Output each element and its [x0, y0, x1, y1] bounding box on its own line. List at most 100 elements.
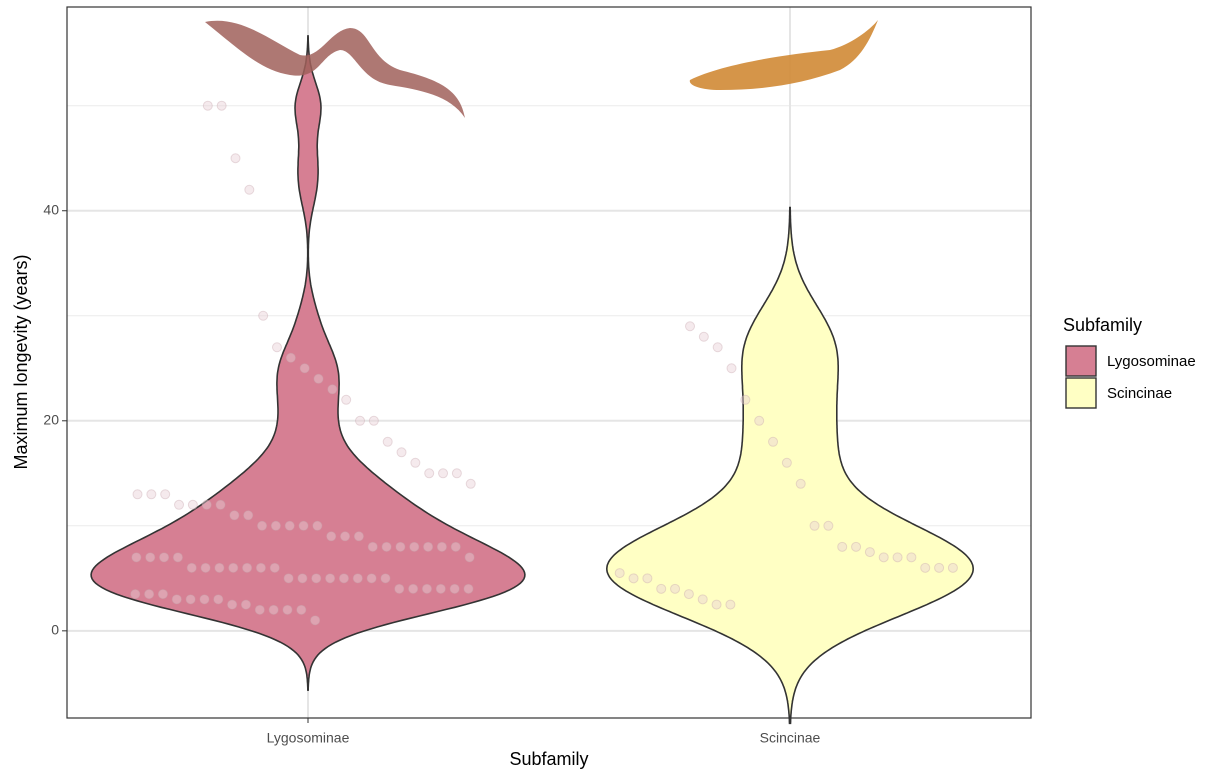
point: [656, 583, 667, 594]
point: [296, 604, 307, 615]
point: [424, 468, 435, 479]
point: [172, 552, 183, 563]
point: [381, 541, 392, 552]
point: [670, 583, 681, 594]
point: [187, 499, 198, 510]
point: [352, 573, 363, 584]
point: [628, 573, 639, 584]
point: [132, 489, 143, 500]
point: [947, 562, 958, 573]
point: [242, 562, 253, 573]
point: [228, 562, 239, 573]
point: [754, 415, 765, 426]
legend-title: Subfamily: [1063, 315, 1142, 335]
point: [795, 478, 806, 489]
point: [200, 562, 211, 573]
point: [174, 499, 185, 510]
legend-label: Scincinae: [1107, 385, 1172, 402]
point: [449, 583, 460, 594]
point: [837, 541, 848, 552]
x-axis-label: Subfamily: [509, 749, 588, 769]
point: [395, 541, 406, 552]
point: [685, 321, 696, 332]
point: [864, 547, 875, 558]
point: [268, 604, 279, 615]
point: [823, 520, 834, 531]
point: [698, 331, 709, 342]
point: [215, 499, 226, 510]
point: [451, 468, 462, 479]
point: [202, 100, 213, 111]
point: [214, 562, 225, 573]
point: [421, 583, 432, 594]
point: [712, 342, 723, 353]
lizard-image: [689, 20, 878, 90]
point: [299, 363, 310, 374]
panel-border: [66, 6, 1032, 719]
point: [213, 594, 224, 605]
point: [298, 520, 309, 531]
point: [878, 552, 889, 563]
point: [410, 457, 421, 468]
point: [725, 599, 736, 610]
point: [270, 520, 281, 531]
point: [160, 489, 171, 500]
legend-key: [1065, 345, 1097, 377]
point: [338, 573, 349, 584]
point: [435, 583, 446, 594]
point: [284, 520, 295, 531]
point: [726, 363, 737, 374]
point: [768, 436, 779, 447]
legend-label: Lygosominae: [1107, 353, 1196, 370]
point: [934, 562, 945, 573]
point: [272, 342, 283, 353]
point: [244, 184, 255, 195]
point: [258, 310, 269, 321]
lizard-image: [205, 20, 465, 119]
point: [465, 478, 476, 489]
point: [254, 604, 265, 615]
point: [145, 552, 156, 563]
point: [409, 541, 420, 552]
point: [130, 589, 141, 600]
point: [216, 100, 227, 111]
point: [227, 599, 238, 610]
point: [920, 562, 931, 573]
point: [159, 552, 170, 563]
point: [285, 352, 296, 363]
point: [781, 457, 792, 468]
point: [269, 562, 280, 573]
point: [396, 447, 407, 458]
point: [740, 394, 751, 405]
point: [186, 562, 197, 573]
violin: [90, 35, 526, 691]
point: [185, 594, 196, 605]
point: [283, 573, 294, 584]
point: [436, 541, 447, 552]
point: [463, 583, 474, 594]
point: [642, 573, 653, 584]
point: [171, 594, 182, 605]
point: [240, 599, 251, 610]
point: [614, 568, 625, 579]
point: [313, 373, 324, 384]
point: [199, 594, 210, 605]
y-tick-label: 20: [43, 411, 59, 427]
point: [327, 384, 338, 395]
point: [311, 573, 322, 584]
point: [257, 520, 268, 531]
point: [368, 415, 379, 426]
point: [353, 531, 364, 542]
point: [230, 153, 241, 164]
point: [341, 394, 352, 405]
point: [355, 415, 366, 426]
point: [131, 552, 142, 563]
x-tick-label: Scincinae: [760, 730, 821, 746]
point: [408, 583, 419, 594]
point: [367, 541, 378, 552]
point: [297, 573, 308, 584]
point: [450, 541, 461, 552]
point: [201, 499, 212, 510]
point: [423, 541, 434, 552]
